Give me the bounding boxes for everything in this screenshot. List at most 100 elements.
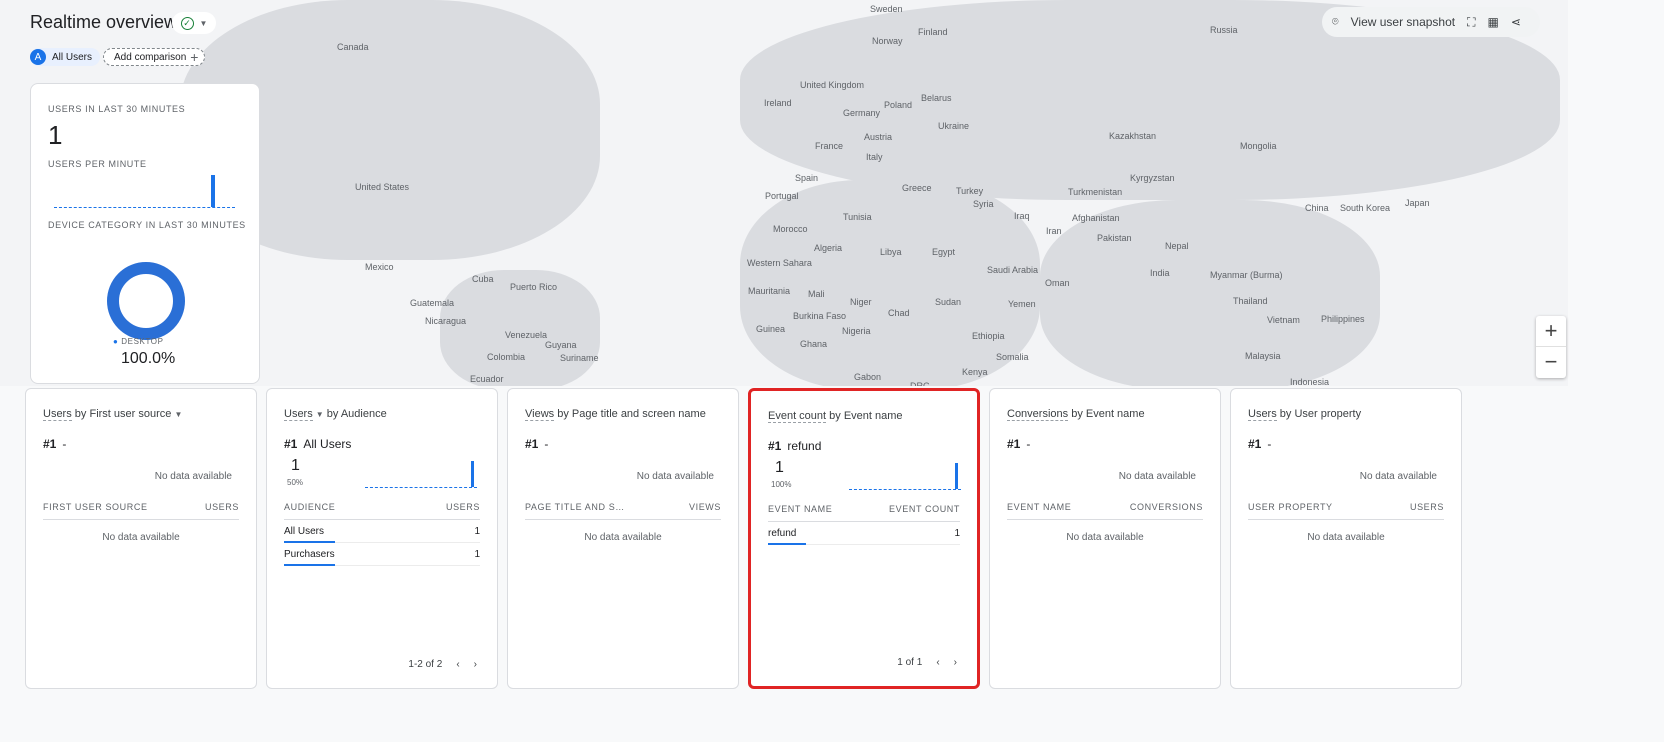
map-label: Turkmenistan (1068, 187, 1123, 197)
table-no-data: No data available (1307, 532, 1385, 543)
column-header-dimension[interactable]: User property (1248, 502, 1333, 512)
column-header-metric[interactable]: Event count (889, 504, 960, 514)
column-header-dimension[interactable]: First user source (43, 502, 148, 512)
column-header-dimension[interactable]: Event name (1007, 502, 1072, 512)
column-header-metric[interactable]: Users (1409, 502, 1444, 512)
zoom-out-button[interactable]: − (1544, 349, 1558, 374)
map-label: Yemen (1008, 299, 1036, 309)
map-label: Egypt (932, 247, 956, 257)
metric-selector[interactable]: Views (525, 408, 555, 421)
map-label: Kyrgyzstan (1130, 173, 1175, 183)
map-zoom-control: + − (1536, 316, 1566, 378)
card-users-audience: Users ▼ by Audience #1 All Users 1 50% Audie… (266, 388, 498, 689)
card-title: Users ▼ by Audience (284, 408, 387, 421)
map-label: Germany (843, 108, 881, 118)
map-label: Iraq (1014, 211, 1030, 221)
table-row[interactable]: All Users 1 (284, 526, 480, 543)
map-label: Canada (337, 42, 369, 52)
share-icon[interactable]: ⋖ (1510, 15, 1521, 29)
customize-report-icon[interactable]: ▦ (1487, 15, 1499, 29)
add-comparison-button[interactable]: Add comparison + (103, 48, 206, 66)
top-percent: 50% (287, 478, 304, 487)
table-row[interactable]: Purchasers 1 (284, 549, 480, 566)
map-label: Algeria (814, 243, 843, 253)
top-item: refund (787, 439, 822, 453)
card-title: Views by Page title and screen name (525, 408, 706, 421)
map-landmass (740, 180, 1040, 386)
segment-chip-all-users[interactable]: A All Users (30, 48, 101, 66)
map-label: Philippines (1321, 314, 1365, 324)
sparkline (849, 463, 961, 490)
map-label: Japan (1405, 198, 1430, 208)
users-summary-card: Users in last 30 minutes 1 Users per min… (30, 83, 260, 384)
column-header-metric[interactable]: Views (688, 502, 721, 512)
column-header-metric[interactable]: Users (204, 502, 239, 512)
caret-down-icon[interactable]: ▼ (174, 410, 183, 419)
data-status-dropdown[interactable]: ✓ ▼ (172, 12, 216, 34)
map-label: Indonesia (1290, 377, 1330, 386)
caret-down-icon[interactable]: ▼ (315, 410, 324, 419)
table-header: First user source Users (43, 502, 239, 520)
table-header: Audience Users (284, 502, 480, 520)
map-label: Mauritania (748, 286, 791, 296)
map-label: Libya (880, 247, 902, 257)
column-header-metric[interactable]: Conversions (1129, 502, 1203, 512)
top-rank: #1 All Users (284, 437, 351, 451)
row-value: 1 (474, 549, 480, 560)
chevron-right-icon[interactable]: › (953, 657, 957, 668)
map-label: Ukraine (938, 121, 970, 131)
map-label: Chad (888, 308, 910, 318)
card-title: Users by First user source ▼ (43, 408, 183, 421)
device-percent: 100.0% (121, 350, 176, 367)
metric-selector[interactable]: Users (284, 408, 313, 421)
metric-selector[interactable]: Users (43, 408, 72, 421)
card-users-user-property: Users by User property #1- No data availa… (1230, 388, 1462, 689)
top-value: 1 (775, 459, 784, 476)
zoom-in-button[interactable]: + (1536, 316, 1566, 347)
map-label: Mexico (365, 262, 394, 272)
chevron-left-icon[interactable]: ‹ (936, 657, 940, 668)
users-per-minute-chart (54, 175, 235, 208)
row-value: 1 (954, 528, 960, 539)
dimension-label[interactable]: by Page title and screen name (557, 408, 706, 420)
top-item: - (1026, 437, 1031, 451)
card-title: Event count by Event name (768, 410, 903, 423)
dimension-label[interactable]: by Event name (1071, 408, 1145, 420)
row-share-bar (284, 564, 335, 566)
dimension-label[interactable]: by First user source (74, 408, 172, 420)
metric-selector[interactable]: Users (1248, 408, 1277, 421)
no-data-label: No data available (1118, 471, 1196, 482)
column-header-dimension[interactable]: Event name (768, 504, 833, 514)
map-label: South Korea (1340, 203, 1391, 213)
map-label: Norway (872, 36, 903, 46)
chevron-left-icon[interactable]: ‹ (456, 659, 460, 670)
sparkline-bar (955, 463, 958, 489)
card-title: Users by User property (1248, 408, 1362, 421)
column-header-dimension[interactable]: Audience (284, 502, 336, 512)
map-label: Kenya (962, 367, 988, 377)
metric-selector[interactable]: Event count (768, 410, 827, 423)
user-snapshot-icon[interactable]: ⌾ (1332, 15, 1339, 28)
column-header-metric[interactable]: Users (445, 502, 480, 512)
top-item: All Users (303, 437, 352, 451)
metric-selector[interactable]: Conversions (1007, 408, 1069, 421)
top-rank: #1 refund (768, 439, 821, 453)
fullscreen-icon[interactable]: ⛶ (1467, 14, 1476, 29)
table-row[interactable]: refund 1 (768, 528, 960, 545)
column-header-dimension[interactable]: Page title and s… (525, 502, 625, 512)
map-label: Gabon (854, 372, 882, 382)
map-label: Greece (902, 183, 932, 193)
users-last-30-label: Users in last 30 minutes (48, 104, 186, 114)
table-header: Page title and s… Views (525, 502, 721, 520)
map-label: Afghanistan (1072, 213, 1120, 223)
dimension-label[interactable]: by Event name (829, 410, 903, 422)
row-label: refund (768, 528, 797, 539)
table-no-data: No data available (584, 532, 662, 543)
rank-number: #1 (1248, 437, 1262, 451)
dimension-label[interactable]: by Audience (326, 408, 387, 420)
view-user-snapshot-button[interactable]: View user snapshot (1350, 15, 1456, 29)
dimension-label[interactable]: by User property (1279, 408, 1362, 420)
rank-number: #1 (768, 439, 782, 453)
map-label: Belarus (921, 93, 952, 103)
chevron-right-icon[interactable]: › (473, 659, 477, 670)
